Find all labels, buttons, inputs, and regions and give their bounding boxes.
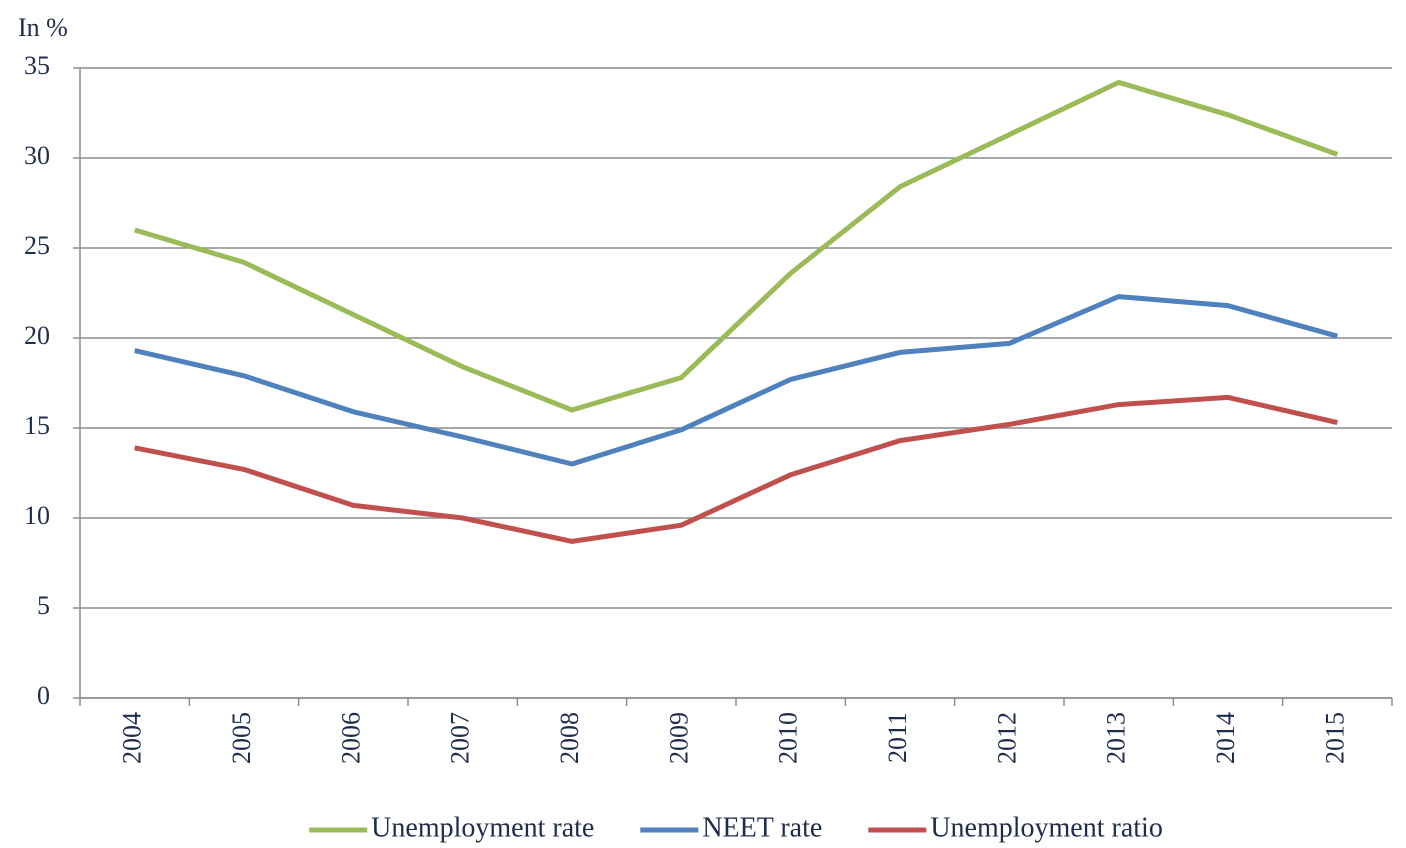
- y-tick-label: 5: [37, 591, 50, 620]
- x-tick-label: 2011: [883, 712, 912, 763]
- y-axis-label: In %: [18, 13, 68, 42]
- series-line: [134, 394, 1338, 544]
- y-tick-label: 20: [24, 321, 50, 350]
- x-tick-label: 2007: [446, 712, 475, 764]
- series-line: [134, 294, 1339, 467]
- y-tick-label: 35: [24, 51, 50, 80]
- legend-label: NEET rate: [702, 812, 822, 843]
- x-tick-label: 2005: [227, 712, 256, 764]
- x-tick-label: 2013: [1102, 712, 1131, 764]
- series-line: [133, 79, 1339, 413]
- y-tick-label: 30: [24, 141, 50, 170]
- x-tick-label: 2009: [664, 712, 693, 764]
- y-tick-label: 15: [24, 411, 50, 440]
- x-tick-label: 2012: [992, 712, 1021, 764]
- x-tick-label: 2014: [1211, 712, 1240, 764]
- x-tick-label: 2006: [336, 712, 365, 764]
- x-tick-label: 2004: [118, 712, 147, 764]
- legend-label: Unemployment rate: [371, 812, 594, 843]
- legend-label: Unemployment ratio: [930, 812, 1163, 843]
- y-tick-label: 10: [24, 501, 50, 530]
- x-tick-label: 2008: [555, 712, 584, 764]
- x-tick-label: 2015: [1320, 712, 1349, 764]
- x-tick-label: 2010: [774, 712, 803, 764]
- y-tick-label: 0: [37, 681, 50, 710]
- y-tick-label: 25: [24, 231, 50, 260]
